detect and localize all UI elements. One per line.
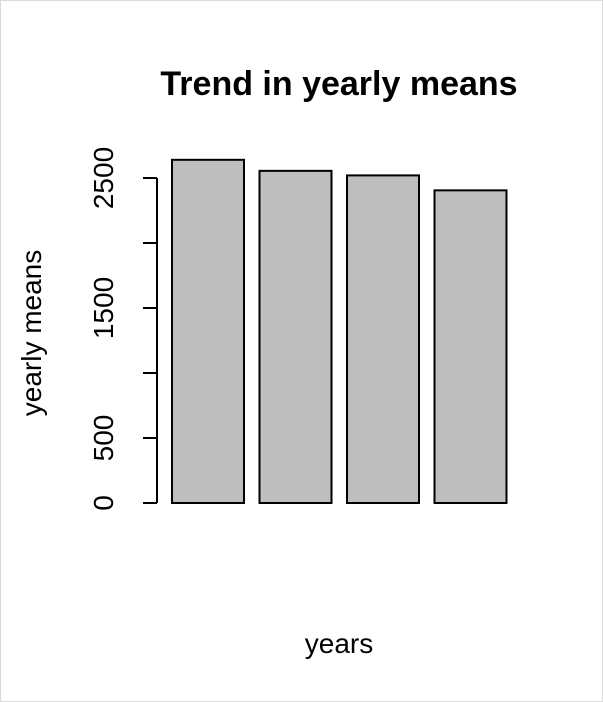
bar-2 bbox=[258, 169, 333, 504]
y-tick-label-500: 500 bbox=[88, 415, 119, 462]
bar-4 bbox=[433, 189, 508, 504]
bars-layer bbox=[171, 158, 508, 505]
y-axis: 0 500 1500 2500 bbox=[88, 147, 158, 511]
y-tick-label-1500: 1500 bbox=[88, 277, 119, 339]
y-tick-label-2500: 2500 bbox=[88, 147, 119, 209]
chart-title: Trend in yearly means bbox=[160, 65, 517, 103]
bar-1 bbox=[171, 158, 245, 505]
bar-3 bbox=[346, 174, 420, 504]
y-tick-label-0: 0 bbox=[88, 495, 119, 511]
y-axis-label: yearly means bbox=[16, 250, 47, 417]
x-axis-label: years bbox=[305, 628, 373, 659]
